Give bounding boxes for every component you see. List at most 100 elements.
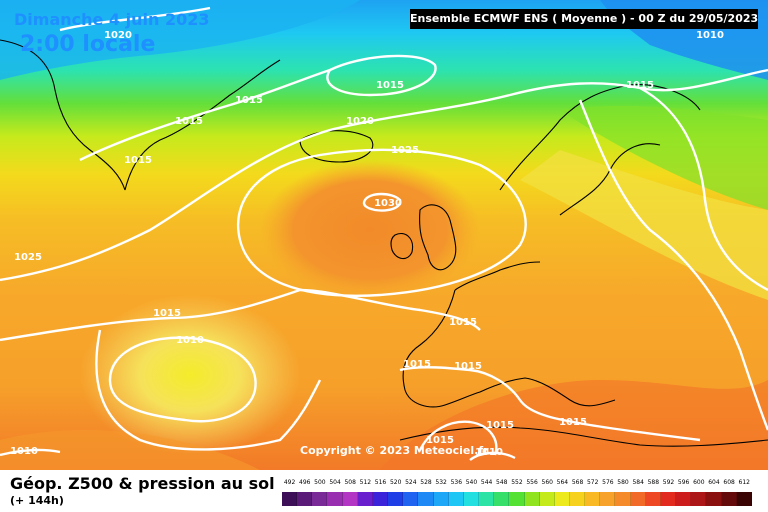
legend-value: 496 <box>299 479 311 486</box>
cut-off-low <box>80 295 300 455</box>
isobar-east <box>578 99 768 431</box>
legend-swatch <box>615 492 631 506</box>
legend-swatch <box>448 492 464 506</box>
legend-value: 512 <box>359 479 372 486</box>
trough-north-west <box>0 0 360 80</box>
mediterranean-warm <box>380 380 768 470</box>
legend-value: 544 <box>480 479 493 486</box>
legend-value: 532 <box>435 479 447 486</box>
isobar-label: 1010 <box>176 335 204 346</box>
isobar-label: 1025 <box>391 145 419 156</box>
legend-swatch <box>600 492 616 506</box>
legend-swatch <box>691 492 707 506</box>
legend-swatch <box>676 492 692 506</box>
isobar-label: 1015 <box>376 80 404 91</box>
legend-swatch <box>357 492 373 506</box>
legend-swatch <box>418 492 434 506</box>
legend-value: 524 <box>405 479 417 486</box>
legend-swatch <box>327 492 343 506</box>
legend-value: 520 <box>389 479 402 486</box>
legend-value: 492 <box>283 479 296 486</box>
isobar-label: 1015 <box>124 155 152 166</box>
legend-value: 584 <box>632 479 644 486</box>
isobar-1015-med <box>418 420 498 456</box>
legend-swatch <box>539 492 555 506</box>
copyright-notice: Copyright © 2023 Meteociel.fr <box>300 444 489 457</box>
legend-swatch <box>509 492 525 506</box>
greenland-coast <box>0 39 281 191</box>
forecast-lead-time: (+ 144h) <box>10 494 64 507</box>
isobar-1015-iberia <box>399 366 701 442</box>
legend-swatch <box>463 492 480 506</box>
british-isles-coast <box>390 204 457 271</box>
legend-value: 536 <box>450 479 463 486</box>
legend-swatch <box>388 492 404 506</box>
isobar-1015-west <box>0 288 481 342</box>
isobar-1015-greenland <box>79 68 331 162</box>
isobar-label: 1015 <box>426 435 454 446</box>
legend-swatch <box>706 492 722 506</box>
legend-value: 508 <box>344 479 356 486</box>
legend-value: 504 <box>329 479 341 486</box>
legend-color-bar <box>282 492 752 506</box>
model-run-info: Ensemble ECMWF ENS ( Moyenne ) - 00 Z du… <box>410 9 758 29</box>
color-legend: 492 496 500 504 508 512 516 520 524 528 532 536 540 5… <box>282 479 752 507</box>
isobar-label: 1010 <box>696 30 724 41</box>
scandinavia-band <box>560 105 768 210</box>
legend-swatch <box>645 492 661 506</box>
isobar-label: 1015 <box>403 359 431 370</box>
legend-value: 576 <box>602 479 614 486</box>
legend-swatch <box>721 492 737 506</box>
isobar-label: 1015 <box>454 361 482 372</box>
legend-swatch <box>524 492 540 506</box>
legend-value: 580 <box>617 479 629 486</box>
legend-value: 588 <box>647 479 660 486</box>
legend-swatch <box>312 492 328 506</box>
legend-swatch <box>403 492 419 506</box>
isobar-label: 1020 <box>104 30 132 41</box>
isobar-label: 1025 <box>14 252 42 263</box>
isobar-1015-south <box>95 329 322 451</box>
isobar-label: 1015 <box>175 116 203 127</box>
isobar-1030 <box>362 192 402 212</box>
legend-value: 608 <box>723 479 735 486</box>
legend-value: 556 <box>526 479 538 486</box>
isobar-label: 1015 <box>235 95 263 106</box>
legend-value: 552 <box>511 479 523 486</box>
isobar-labels: 1020 1010 1015 1015 1015 1015 1020 1025 1015 1030… <box>10 30 724 458</box>
legend-swatch <box>297 492 313 506</box>
legend-swatch <box>342 492 358 506</box>
legend-swatch <box>585 492 601 506</box>
isobar-1020-north <box>59 6 211 32</box>
legend-value: 592 <box>662 479 675 486</box>
legend-swatch <box>433 492 449 506</box>
south-warm-west <box>0 430 260 470</box>
isobar-label: 1010 <box>475 447 503 458</box>
isobar-label: 1015 <box>449 317 477 328</box>
ridge-core <box>260 160 480 300</box>
legend-value: 540 <box>465 479 478 486</box>
isobar-label: 1010 <box>10 446 38 457</box>
north-africa-coast <box>399 426 768 447</box>
legend-swatch <box>554 492 570 506</box>
isobars <box>0 6 768 461</box>
legend-swatch <box>660 492 677 506</box>
isobar-label: 1030 <box>374 198 402 209</box>
legend-value: 560 <box>541 479 553 486</box>
legend-swatch <box>494 492 510 506</box>
parameter-title: Géop. Z500 & pression au sol <box>10 474 275 493</box>
weather-map: 1020 1010 1015 1015 1015 1015 1020 1025 1015 1030… <box>0 0 768 470</box>
legend-labels: 492 496 500 504 508 512 516 520 524 528 532 536 540 5… <box>282 479 752 491</box>
forecast-time: 2:00 locale <box>20 32 156 57</box>
legend-value: 596 <box>677 479 690 486</box>
legend-value: 600 <box>693 479 705 486</box>
legend-value: 500 <box>314 479 326 486</box>
legend-value: 528 <box>420 479 432 486</box>
legend-value: 604 <box>708 479 720 486</box>
isobar-1010-low <box>108 336 257 423</box>
isobar-label: 1015 <box>153 308 181 319</box>
isobar-1020-main <box>0 68 768 282</box>
isobar-1010-south <box>0 448 516 461</box>
isobar-label: 1020 <box>346 116 374 127</box>
